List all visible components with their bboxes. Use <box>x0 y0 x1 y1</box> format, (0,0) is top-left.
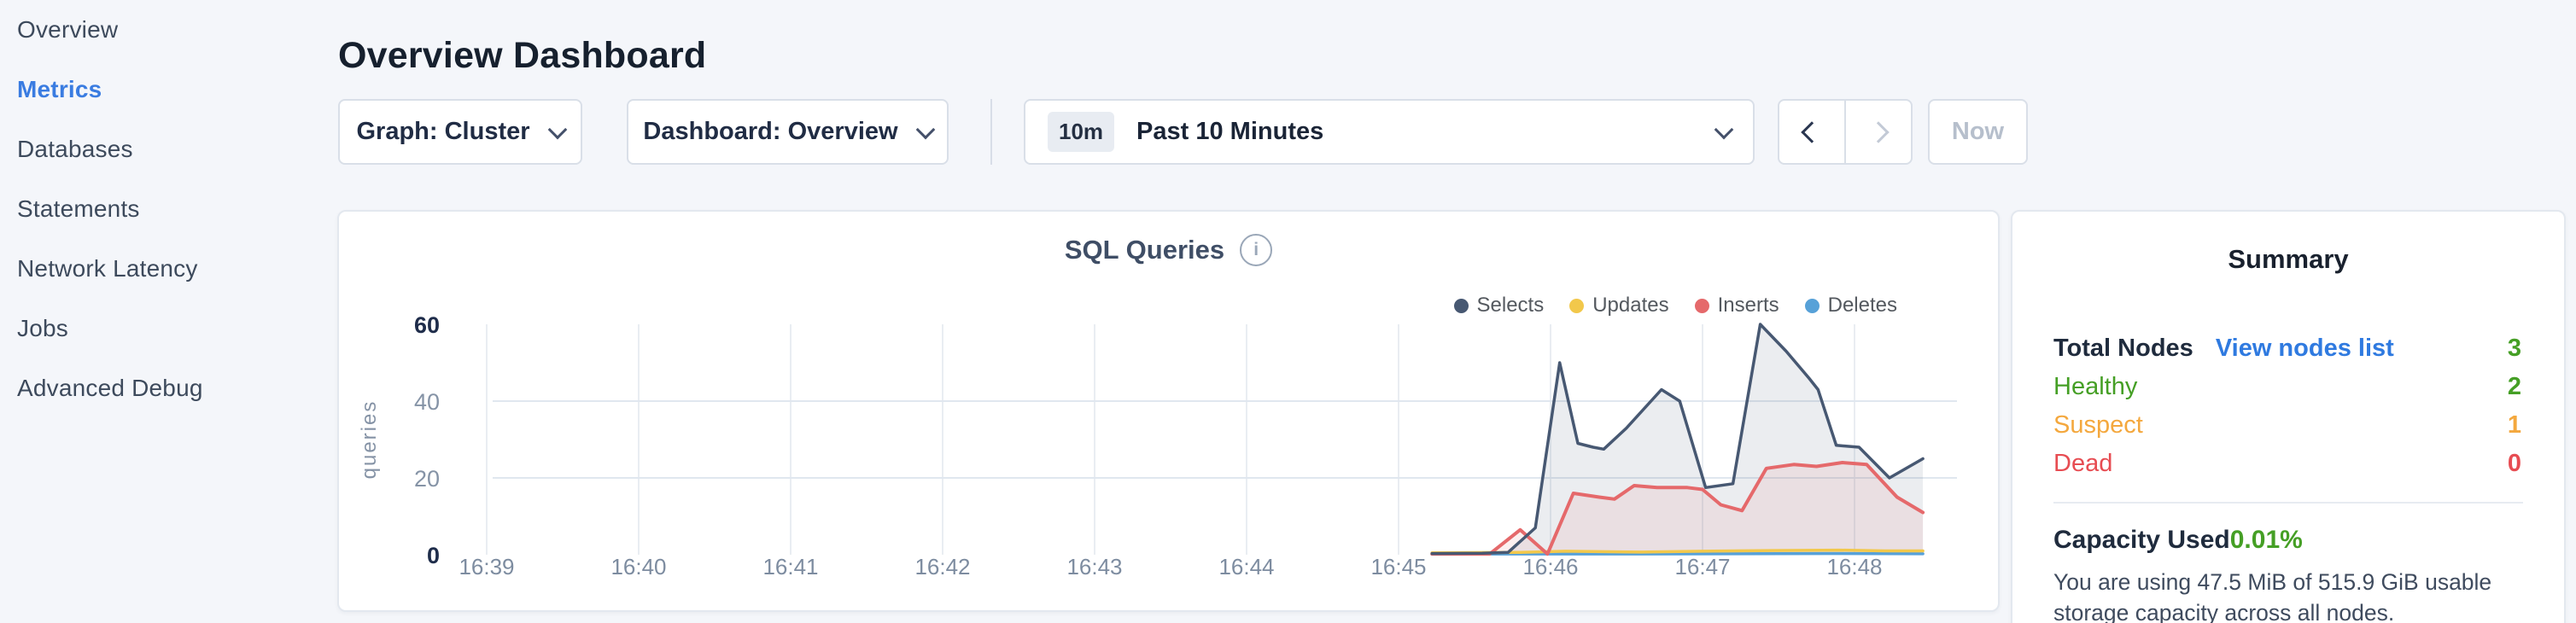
legend-item-inserts[interactable]: Inserts <box>1694 294 1779 317</box>
svg-text:16:43: 16:43 <box>1066 554 1122 579</box>
svg-text:60: 60 <box>414 312 440 338</box>
time-step-buttons <box>1778 99 1913 165</box>
status-row-healthy: Healthy 2 <box>2012 368 2564 406</box>
time-range-badge: 10m <box>1048 112 1115 152</box>
page-title: Overview Dashboard <box>338 34 707 76</box>
status-value: 2 <box>2507 373 2521 400</box>
svg-text:40: 40 <box>414 389 440 415</box>
legend-label: Inserts <box>1717 294 1779 317</box>
status-value: 0 <box>2507 450 2521 477</box>
sidebar: Overview Metrics Databases Statements Networ… <box>0 0 333 623</box>
summary-divider <box>2053 502 2523 504</box>
summary-title: Summary <box>2228 244 2349 274</box>
graph-dropdown[interactable]: Graph: Cluster <box>338 99 582 165</box>
capacity-row: Capacity Used 0.01% <box>2012 526 2564 555</box>
svg-text:16:44: 16:44 <box>1218 554 1274 579</box>
svg-text:20: 20 <box>414 466 440 492</box>
time-step-forward-button[interactable] <box>1844 101 1911 163</box>
status-label: Healthy <box>2053 373 2138 400</box>
summary-card: Summary Total Nodes View nodes list 3 He… <box>2011 210 2566 623</box>
chevron-right-icon <box>1867 120 1890 143</box>
svg-text:queries: queries <box>358 400 381 480</box>
dashboard-dropdown[interactable]: Dashboard: Overview <box>627 99 949 165</box>
capacity-used-value: 0.01% <box>2229 526 2303 554</box>
capacity-description: You are using 47.5 MiB of 515.9 GiB usab… <box>2053 569 2492 623</box>
sql-queries-chart: 0 20 40 60 16:39 16:40 16:41 16:42 16:43 16:44 16:… <box>358 312 1957 579</box>
svg-text:16:42: 16:42 <box>914 554 970 579</box>
svg-text:16:39: 16:39 <box>459 554 514 579</box>
sidebar-item-metrics[interactable]: Metrics <box>17 76 102 102</box>
sidebar-item-jobs[interactable]: Jobs <box>17 315 68 341</box>
status-label: Dead <box>2053 450 2113 477</box>
chart-legend: Selects Updates Inserts Deletes <box>1453 294 1897 317</box>
legend-dot-icon <box>1694 298 1709 313</box>
status-label: Suspect <box>2053 411 2143 439</box>
svg-text:0: 0 <box>427 543 440 568</box>
chevron-down-icon <box>547 119 567 139</box>
total-nodes-row: Total Nodes View nodes list 3 <box>2012 329 2564 368</box>
chevron-down-icon <box>915 119 935 139</box>
svg-text:16:41: 16:41 <box>762 554 818 579</box>
view-nodes-list-link[interactable]: View nodes list <box>2215 335 2394 362</box>
status-row-suspect: Suspect 1 <box>2012 406 2564 445</box>
legend-item-updates[interactable]: Updates <box>1569 294 1669 317</box>
chart-title: SQL Queries <box>1064 235 1225 265</box>
svg-text:16:40: 16:40 <box>610 554 666 579</box>
sidebar-item-advanced-debug[interactable]: Advanced Debug <box>17 375 203 401</box>
total-nodes-label: Total Nodes <box>2053 335 2193 362</box>
legend-dot-icon <box>1804 298 1820 313</box>
node-status-rows: Healthy 2 Suspect 1 Dead 0 <box>2012 368 2564 483</box>
controls-divider <box>990 99 992 165</box>
sidebar-item-overview[interactable]: Overview <box>17 16 119 43</box>
graph-dropdown-label: Graph: Cluster <box>356 118 530 145</box>
capacity-used-label: Capacity Used <box>2053 526 2230 554</box>
status-value: 1 <box>2507 411 2521 439</box>
sidebar-item-databases[interactable]: Databases <box>17 136 133 162</box>
info-icon[interactable]: i <box>1240 234 1273 266</box>
now-button-label: Now <box>1951 118 2005 145</box>
time-step-back-button[interactable] <box>1779 101 1844 163</box>
dashboard-dropdown-label: Dashboard: Overview <box>643 118 898 145</box>
chevron-left-icon <box>1801 120 1823 143</box>
legend-dot-icon <box>1453 298 1469 313</box>
legend-item-deletes[interactable]: Deletes <box>1804 294 1897 317</box>
chevron-down-icon <box>1714 119 1734 139</box>
legend-label: Selects <box>1476 294 1545 317</box>
svg-text:16:46: 16:46 <box>1522 554 1578 579</box>
sidebar-item-network-latency[interactable]: Network Latency <box>17 255 198 282</box>
svg-text:16:47: 16:47 <box>1674 554 1730 579</box>
svg-text:16:45: 16:45 <box>1370 554 1426 579</box>
status-row-dead: Dead 0 <box>2012 445 2564 483</box>
legend-dot-icon <box>1569 298 1585 313</box>
sidebar-item-statements[interactable]: Statements <box>17 195 140 222</box>
legend-item-selects[interactable]: Selects <box>1453 294 1545 317</box>
total-nodes-value: 3 <box>2507 335 2521 362</box>
sql-queries-chart-card: SQL Queries i Selects Updates Inserts Delet… <box>337 210 2000 612</box>
svg-text:16:48: 16:48 <box>1826 554 1882 579</box>
now-button[interactable]: Now <box>1928 99 2028 165</box>
time-range-label: Past 10 Minutes <box>1136 118 1324 145</box>
legend-label: Deletes <box>1827 294 1897 317</box>
time-range-dropdown[interactable]: 10m Past 10 Minutes <box>1024 99 1755 165</box>
legend-label: Updates <box>1592 294 1669 317</box>
